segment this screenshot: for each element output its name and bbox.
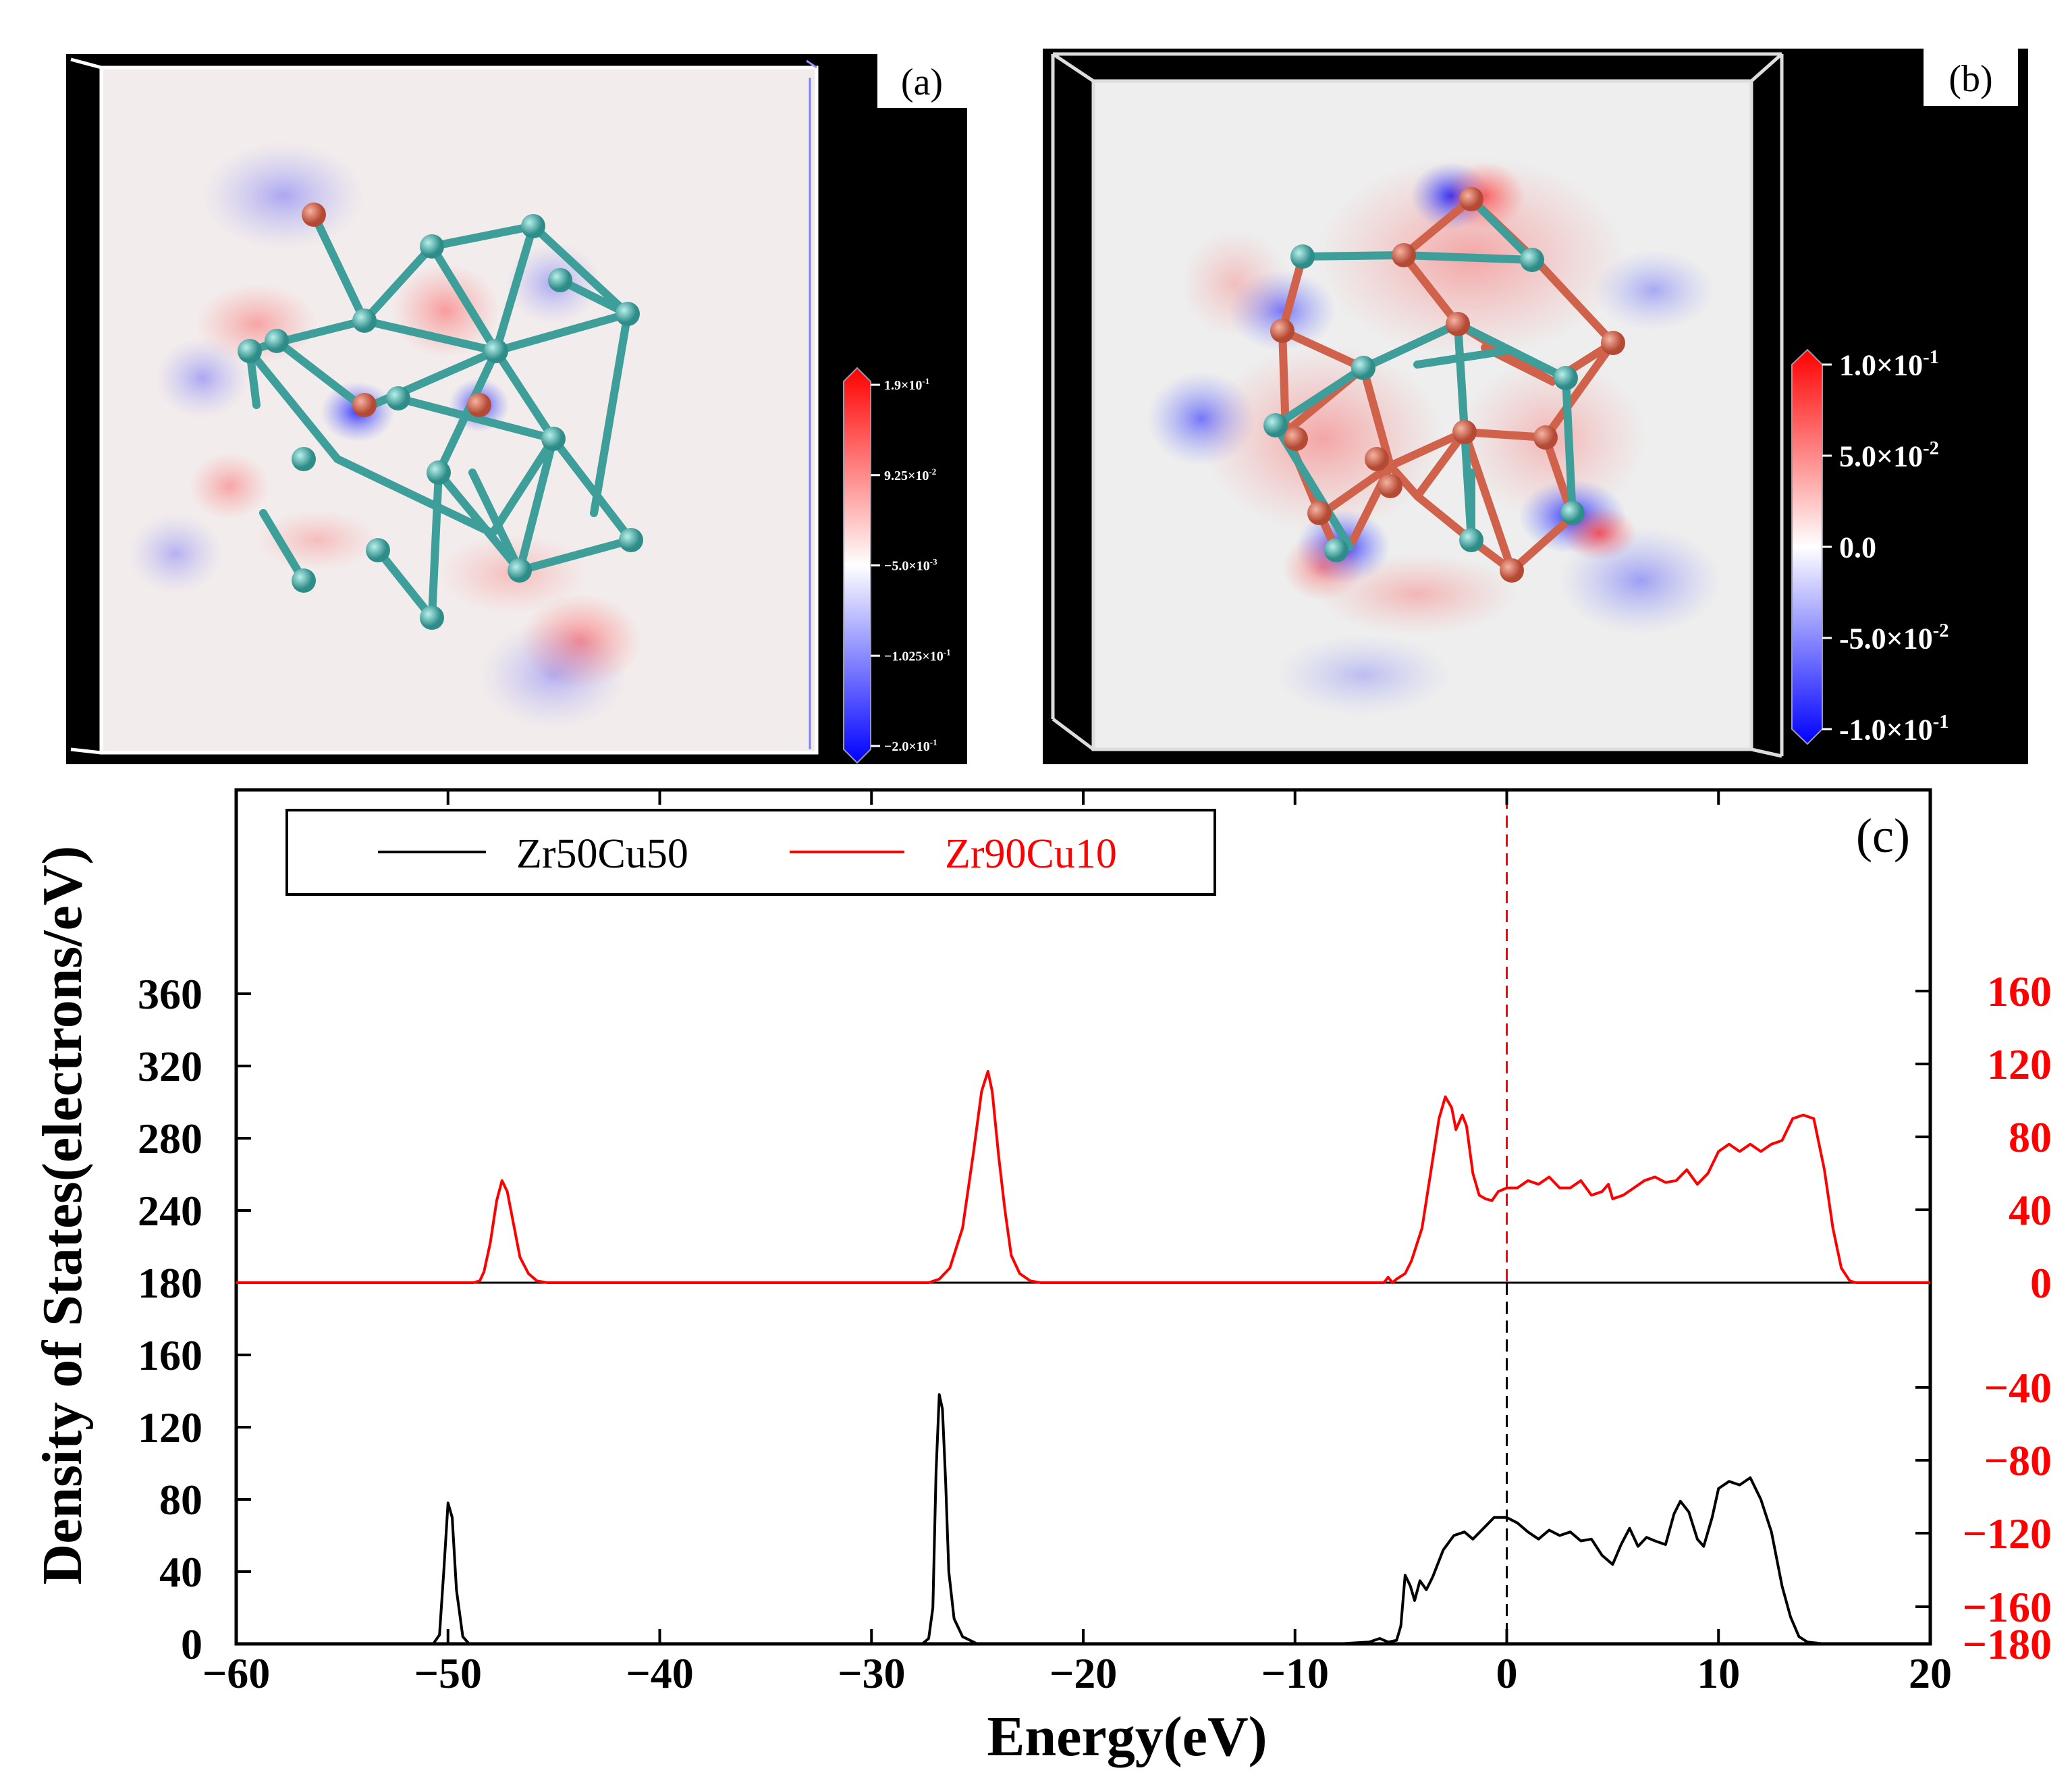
colorbar-b-tick-label: 0.0 xyxy=(1839,531,1876,564)
x-tick-label: −20 xyxy=(1049,1649,1117,1697)
atoms-a xyxy=(238,203,643,630)
y-right-axis-ticks: −180−160 −120 −80 −40 0 40 80 120 160 xyxy=(1915,967,2052,1668)
y-left-tick-label: 240 xyxy=(138,1187,202,1235)
y-left-tick-label: 120 xyxy=(138,1404,202,1451)
colorbar-a: 1.9×10-1 9.25×10-2 −5.0×10-3 −1.025×10-1 −2.… xyxy=(843,367,951,764)
legend-box xyxy=(285,809,1216,896)
panel-b-label: (b) xyxy=(1948,58,1992,100)
legend-label-zr90cu10: Zr90Cu10 xyxy=(945,831,1117,877)
y-right-tick-label: −120 xyxy=(1963,1510,2052,1557)
colorbar-b: 1.0×10-1 5.0×10-2 0.0 -5.0×10-2 -1.0×10-1 xyxy=(1791,347,1949,747)
panel-b: (b) 1.0×10-1 5.0×10-2 0.0 -5.0×10-2 -1.0×10-… xyxy=(1043,49,2028,764)
x-axis-label: Energy(eV) xyxy=(987,1705,1267,1768)
colorbar-b-tick-label: 5.0×10-2 xyxy=(1839,438,1939,473)
simulation-box-a xyxy=(70,57,819,755)
y-left-tick-label: 40 xyxy=(159,1548,202,1596)
y-left-tick-label: 280 xyxy=(138,1115,202,1163)
legend: Zr50Cu50 Zr90Cu10 xyxy=(285,809,1216,896)
y-left-tick-label: 160 xyxy=(138,1331,202,1379)
y-right-tick-label: −80 xyxy=(1984,1437,2052,1485)
y-right-tick-label: 40 xyxy=(2009,1186,2052,1234)
plot-frame xyxy=(234,788,1932,1646)
atoms-b xyxy=(1263,187,1625,583)
colorbar-b-tick-label: 1.0×10-1 xyxy=(1839,347,1939,382)
y-left-tick-label: 180 xyxy=(138,1259,202,1307)
x-axis-ticks: −60 −50 −40 −30 −20 −10 0 10 20 xyxy=(202,790,1952,1697)
y-axis-label: Density of States(electrons/eV) xyxy=(31,846,94,1585)
y-right-tick-label: 160 xyxy=(1987,967,2052,1015)
colorbar-a-tick-label: −5.0×10-3 xyxy=(884,557,937,574)
y-right-tick-label: 120 xyxy=(1987,1040,2052,1088)
panel-a-label-box xyxy=(877,54,967,108)
series-line-zr50cu50 xyxy=(236,1393,1930,1645)
x-tick-label: 20 xyxy=(1909,1649,1952,1697)
panel-c-chart: −60 −50 −40 −30 −20 −10 0 10 20 0 40 80 120 160 180 24… xyxy=(31,788,2052,1768)
x-tick-label: 0 xyxy=(1496,1649,1518,1697)
colorbar-a-tick-label: 1.9×10-1 xyxy=(884,376,929,393)
panel-a: (a) 1.9×10-1 9.25×10-2 −5.0×10-3 −1.025×10-… xyxy=(66,54,967,764)
y-right-tick-label: −160 xyxy=(1963,1583,2052,1631)
x-tick-label: −30 xyxy=(838,1649,905,1697)
panel-c-label: (c) xyxy=(1856,809,1910,863)
x-tick-label: −40 xyxy=(626,1649,693,1697)
colorbar-b-tick-label: -5.0×10-2 xyxy=(1839,620,1949,656)
y-right-tick-label: 80 xyxy=(2009,1113,2052,1161)
y-left-tick-label: 320 xyxy=(138,1042,202,1090)
x-tick-label: 10 xyxy=(1697,1649,1740,1697)
colorbar-b-tick-label: -1.0×10-1 xyxy=(1839,712,1949,747)
colorbar-a-ticks: 1.9×10-1 9.25×10-2 −5.0×10-3 −1.025×10-1 −2.… xyxy=(871,376,951,754)
y-right-tick-label: −180 xyxy=(1963,1620,2052,1668)
y-left-tick-label: 0 xyxy=(181,1620,202,1668)
colorbar-a-tick-label: −1.025×10-1 xyxy=(884,647,951,664)
panel-b-label-box xyxy=(1924,49,2018,106)
x-tick-label: −50 xyxy=(414,1649,482,1697)
x-tick-label: −60 xyxy=(202,1649,270,1697)
colorbar-a-tick-label: −2.0×10-1 xyxy=(884,737,937,754)
y-right-tick-label: 0 xyxy=(2030,1259,2052,1307)
panel-a-label: (a) xyxy=(901,61,943,103)
y-left-tick-label: 80 xyxy=(159,1476,202,1524)
x-tick-label: −10 xyxy=(1261,1649,1329,1697)
series-line-zr90cu10 xyxy=(236,1069,1930,1284)
y-right-tick-label: −40 xyxy=(1984,1364,2052,1412)
y-left-axis-ticks: 0 40 80 120 160 180 240 280 320 360 xyxy=(138,970,251,1668)
y-left-tick-label: 360 xyxy=(138,970,202,1018)
legend-label-zr50cu50: Zr50Cu50 xyxy=(516,831,688,877)
colorbar-b-ticks: 1.0×10-1 5.0×10-2 0.0 -5.0×10-2 -1.0×10-1 xyxy=(1822,347,1949,747)
colorbar-a-tick-label: 9.25×10-2 xyxy=(884,466,936,483)
simulation-box-b xyxy=(1051,52,1784,758)
